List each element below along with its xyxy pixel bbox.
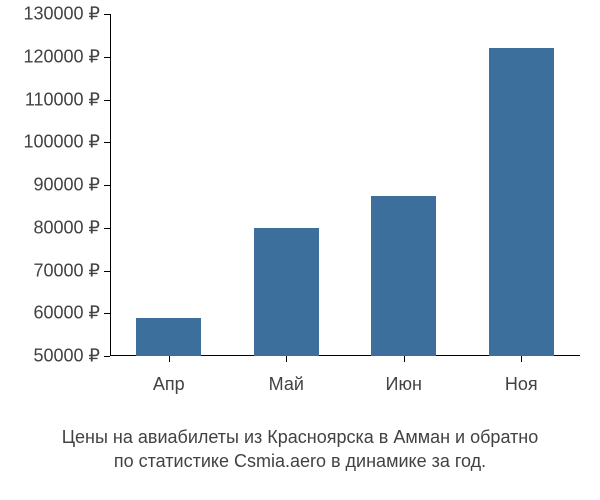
- y-tick-mark: [104, 228, 110, 229]
- y-tick-mark: [104, 142, 110, 143]
- y-tick-label: 60000 ₽: [33, 303, 100, 324]
- caption-line-1: Цены на авиабилеты из Красноярска в Амма…: [0, 425, 600, 449]
- y-tick-mark: [104, 185, 110, 186]
- x-tick-mark: [521, 356, 522, 362]
- chart-caption: Цены на авиабилеты из Красноярска в Амма…: [0, 425, 600, 474]
- y-tick-mark: [104, 57, 110, 58]
- y-tick-mark: [104, 356, 110, 357]
- y-tick-mark: [104, 271, 110, 272]
- x-tick-label: Май: [269, 374, 304, 395]
- plot-area: 50000 ₽60000 ₽70000 ₽80000 ₽90000 ₽10000…: [110, 14, 580, 356]
- x-tick-mark: [404, 356, 405, 362]
- y-tick-label: 70000 ₽: [33, 260, 100, 281]
- y-tick-label: 100000 ₽: [23, 132, 100, 153]
- y-tick-mark: [104, 100, 110, 101]
- y-tick-label: 80000 ₽: [33, 217, 100, 238]
- x-tick-label: Апр: [153, 374, 185, 395]
- y-tick-label: 50000 ₽: [33, 346, 100, 367]
- bar: [254, 228, 319, 356]
- y-axis-line: [110, 14, 111, 356]
- y-tick-label: 130000 ₽: [23, 4, 100, 25]
- y-tick-label: 110000 ₽: [25, 89, 100, 110]
- bar: [136, 318, 201, 356]
- y-tick-mark: [104, 313, 110, 314]
- y-tick-mark: [104, 14, 110, 15]
- bar: [489, 48, 554, 356]
- bar: [371, 196, 436, 356]
- x-tick-label: Ноя: [505, 374, 538, 395]
- x-tick-mark: [286, 356, 287, 362]
- price-chart: 50000 ₽ 60000 ₽ 70000 ₽ 80000 ₽ 90000 ₽ 10000…: [0, 0, 600, 500]
- caption-line-2: по статистике Csmia.aero в динамике за г…: [0, 449, 600, 473]
- y-tick-label: 120000 ₽: [23, 46, 100, 67]
- x-tick-label: Июн: [386, 374, 422, 395]
- x-tick-mark: [169, 356, 170, 362]
- y-tick-label: 90000 ₽: [33, 175, 100, 196]
